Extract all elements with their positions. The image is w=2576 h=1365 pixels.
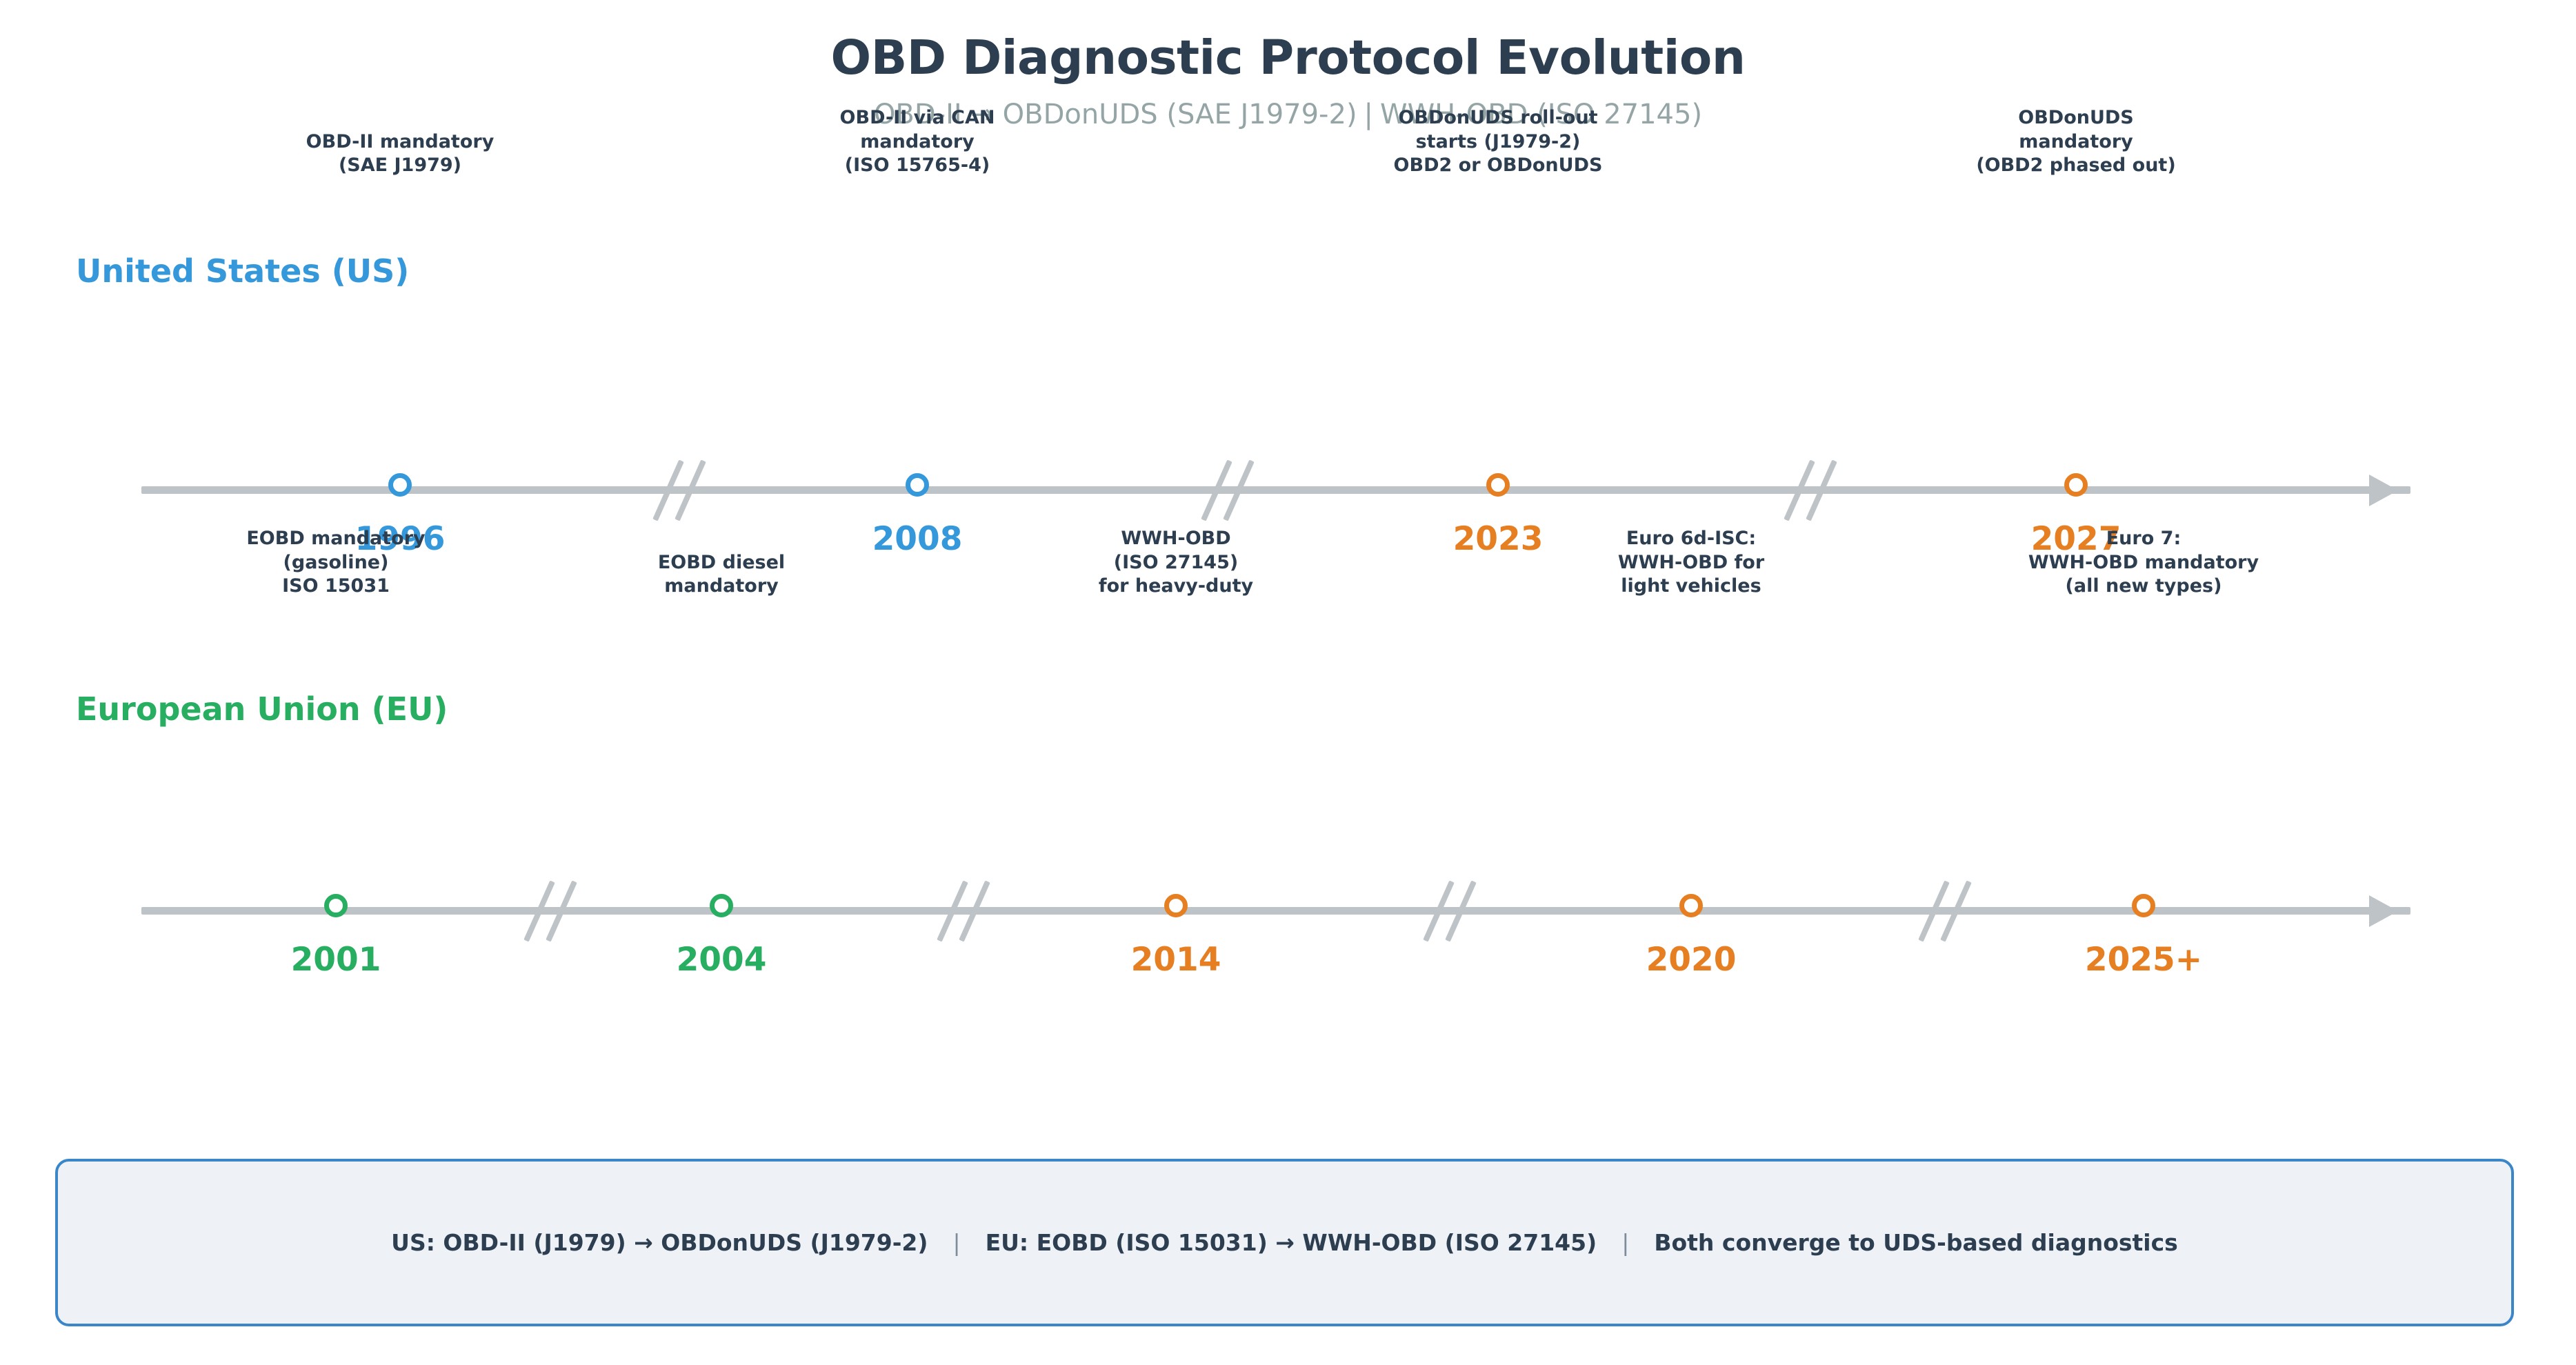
- event-marker-icon[interactable]: [388, 473, 412, 497]
- axis-break-icon: [652, 459, 707, 521]
- axis-break-icon: [937, 880, 991, 942]
- event-label-line: Euro 7:: [2106, 528, 2181, 550]
- event-label-line: ISO 15031: [282, 575, 390, 597]
- event-year: 2020: [1646, 941, 1737, 979]
- event-label-line: (OBD2 phased out): [1976, 155, 2176, 177]
- event-label-line: mandatory: [860, 130, 975, 152]
- event-label: EOBD mandatory (gasoline) ISO 15031: [191, 527, 481, 599]
- event-year: 2023: [1452, 520, 1544, 558]
- event-marker-icon[interactable]: [1486, 473, 1510, 497]
- timeline-axis-us: [141, 486, 2410, 494]
- event-label: OBD-II via CAN mandatory (ISO 15765-4): [772, 106, 1062, 178]
- summary-content: US: OBD-II (J1979) → OBDonUDS (J1979-2) …: [391, 1229, 2178, 1256]
- timeline-track-eu: EOBD mandatory (gasoline) ISO 15031 2001 EOB…: [0, 528, 2576, 1006]
- page-title: OBD Diagnostic Protocol Evolution: [830, 30, 1746, 86]
- event-marker-icon[interactable]: [710, 894, 733, 917]
- event-label-line: Euro 6d-ISC:: [1626, 528, 1757, 550]
- axis-break-icon: [1201, 459, 1255, 521]
- timeline-arrow-icon-us: [2369, 475, 2398, 506]
- subtitle-separator: |: [1364, 99, 1374, 131]
- axis-break-icon: [1423, 880, 1477, 942]
- event-label-line: (SAE J1979): [338, 155, 462, 177]
- event-label: WWH-OBD (ISO 27145) for heavy-duty: [1031, 527, 1321, 599]
- summary-separator-2: |: [1621, 1229, 1630, 1256]
- timeline-track-us: OBD-II mandatory (SAE J1979) 1996 OBD-II vi…: [0, 107, 2576, 585]
- summary-item-converge: Both converge to UDS-based diagnostics: [1654, 1229, 2178, 1256]
- subtitle-left: OBD-II → OBDonUDS (SAE J1979-2): [873, 99, 1357, 131]
- event-label-line: for heavy-duty: [1098, 575, 1254, 597]
- event-year: 2004: [676, 941, 767, 979]
- event-label-line: OBDonUDS: [2018, 107, 2134, 129]
- event-label-line: EOBD diesel: [657, 551, 786, 573]
- event-label-line: WWH-OBD for: [1617, 551, 1765, 573]
- event-label-line: OBD-II mandatory: [306, 130, 495, 152]
- event-label-line: OBD-II via CAN: [839, 107, 995, 129]
- event-label-line: starts (J1979-2): [1415, 130, 1581, 152]
- event-label: Euro 7: WWH-OBD mandatory (all new types): [1999, 527, 2288, 599]
- event-year: 2001: [290, 941, 381, 979]
- event-marker-icon[interactable]: [1679, 894, 1703, 917]
- event-label-line: EOBD mandatory: [246, 528, 426, 550]
- event-label-line: (gasoline): [283, 551, 389, 573]
- event-year: 2027: [2030, 520, 2121, 558]
- event-label-line: WWH-OBD: [1121, 528, 1231, 550]
- event-marker-icon[interactable]: [1164, 894, 1188, 917]
- region-title-eu: European Union (EU): [76, 690, 448, 728]
- event-year: 2008: [872, 520, 963, 558]
- subtitle-right: WWH-OBD (ISO 27145): [1380, 99, 1703, 131]
- summary-box: US: OBD-II (J1979) → OBDonUDS (J1979-2) …: [55, 1159, 2514, 1326]
- event-label-line: OBD2 or OBDonUDS: [1393, 155, 1603, 177]
- event-label-line: (all new types): [2065, 575, 2222, 597]
- timeline-arrow-icon-eu: [2369, 895, 2398, 927]
- axis-break-icon: [1918, 880, 1973, 942]
- event-year: 2014: [1130, 941, 1221, 979]
- event-label-line: light vehicles: [1621, 575, 1761, 597]
- timeline-axis-eu: [141, 907, 2410, 915]
- summary-item-us: US: OBD-II (J1979) → OBDonUDS (J1979-2): [391, 1229, 928, 1256]
- event-label-line: OBDonUDS roll-out: [1398, 107, 1598, 129]
- event-label: OBDonUDS mandatory (OBD2 phased out): [1931, 106, 2221, 178]
- event-marker-icon[interactable]: [906, 473, 929, 497]
- region-title-us: United States (US): [76, 252, 410, 290]
- event-marker-icon[interactable]: [324, 894, 348, 917]
- page-header: OBD Diagnostic Protocol Evolution OBD-II…: [0, 0, 2576, 130]
- event-year: 2025+: [2084, 941, 2203, 979]
- event-label: OBD-II mandatory (SAE J1979): [255, 130, 545, 178]
- event-label: OBDonUDS roll-out starts (J1979-2) OBD2 or…: [1353, 106, 1643, 178]
- event-marker-icon[interactable]: [2064, 473, 2088, 497]
- event-label-line: (ISO 27145): [1113, 551, 1239, 573]
- event-marker-icon[interactable]: [2132, 894, 2155, 917]
- event-label: EOBD diesel mandatory: [577, 551, 866, 599]
- axis-break-icon: [523, 880, 578, 942]
- summary-separator-1: |: [952, 1229, 961, 1256]
- summary-item-eu: EU: EOBD (ISO 15031) → WWH-OBD (ISO 2714…: [985, 1229, 1597, 1256]
- event-label-line: WWH-OBD mandatory: [2028, 551, 2259, 573]
- event-label-line: mandatory: [2019, 130, 2133, 152]
- event-label-line: (ISO 15765-4): [844, 155, 990, 177]
- event-label: Euro 6d-ISC: WWH-OBD for light vehicles: [1546, 527, 1836, 599]
- event-year: 1996: [355, 520, 446, 558]
- axis-break-icon: [1784, 459, 1838, 521]
- page-subtitle: OBD-II → OBDonUDS (SAE J1979-2) | WWH-OBD …: [0, 99, 2576, 130]
- event-label-line: mandatory: [664, 575, 779, 597]
